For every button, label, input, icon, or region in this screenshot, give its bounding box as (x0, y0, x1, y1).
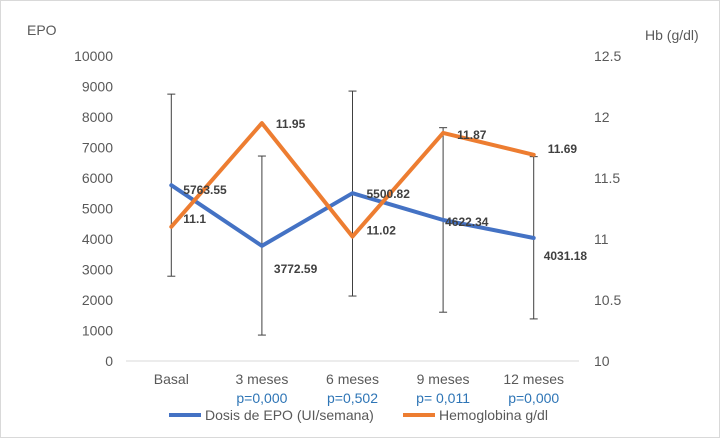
right-axis-tick-label: 12 (594, 109, 610, 125)
p-value-labels: p=0,000 p=0,502 p= 0,011 p=0,000 (236, 390, 559, 406)
epo-data-label: 3772.59 (274, 262, 318, 276)
legend-entry: Hemoglobina g/dl (439, 407, 548, 423)
right-axis-tick-label: 10 (594, 353, 610, 369)
right-axis-tick-label: 11 (594, 231, 609, 247)
p-value-label: p=0,502 (327, 390, 378, 406)
left-axis-tick-label: 7000 (82, 140, 113, 156)
right-axis-tick-label: 10.5 (594, 292, 621, 308)
legend-entry: Dosis de EPO (UI/semana) (205, 407, 374, 423)
left-axis-tick-label: 8000 (82, 109, 113, 125)
epo-dose-line (169, 183, 536, 248)
data-labels: 5763.55 3772.59 5500.82 4622.34 4031.18 11.1 1… (183, 117, 587, 276)
right-axis-tick-label: 11.5 (594, 170, 620, 186)
left-axis-tick-label: 2000 (82, 292, 113, 308)
x-axis-category-label: 12 meses (503, 371, 564, 387)
left-axis-title: EPO (27, 22, 57, 38)
left-axis-tick-label: 1000 (82, 323, 113, 339)
left-axis-tick-label: 6000 (82, 170, 113, 186)
hemoglobin-line (169, 121, 536, 239)
legend: Dosis de EPO (UI/semana) Hemoglobina g/dl (169, 407, 548, 423)
x-axis-category-label: 9 meses (417, 371, 470, 387)
x-axis-categories: Basal 3 meses 6 meses 9 meses 12 meses (154, 371, 564, 387)
left-axis-tick-label: 3000 (82, 262, 113, 278)
p-value-label: p= 0,011 (416, 390, 470, 406)
right-axis-tick-label: 12.5 (594, 48, 621, 64)
p-value-label: p=0,000 (236, 390, 287, 406)
hemoglobin-data-label: 11.69 (548, 142, 578, 156)
left-axis-tick-label: 0 (105, 353, 113, 369)
hemoglobin-data-label: 11.95 (276, 117, 306, 131)
hemoglobin-data-label: 11.1 (183, 212, 206, 226)
left-axis-tick-label: 9000 (82, 79, 113, 95)
x-axis-category-label: 3 meses (235, 371, 288, 387)
epo-data-label: 5763.55 (183, 183, 227, 197)
x-axis-category-label: 6 meses (326, 371, 379, 387)
hemoglobin-data-label: 11.02 (367, 224, 397, 238)
left-axis-ticks: 0 1000 2000 3000 4000 5000 6000 7000 8000 9000 100… (74, 48, 113, 369)
left-axis-tick-label: 4000 (82, 231, 113, 247)
right-axis-title: Hb (g/dl) (645, 27, 699, 43)
epo-data-label: 4622.34 (445, 215, 489, 229)
left-axis-tick-label: 10000 (74, 48, 113, 64)
epo-data-label: 5500.82 (367, 187, 411, 201)
series-lines (169, 121, 536, 248)
left-axis-tick-label: 5000 (82, 201, 113, 217)
right-axis-ticks: 10 10.5 11 11.5 12 12.5 (594, 48, 621, 369)
x-axis-category-label: Basal (154, 371, 189, 387)
hemoglobin-data-label: 11.87 (457, 128, 487, 142)
p-value-label: p=0,000 (508, 390, 559, 406)
epo-data-label: 4031.18 (544, 249, 588, 263)
